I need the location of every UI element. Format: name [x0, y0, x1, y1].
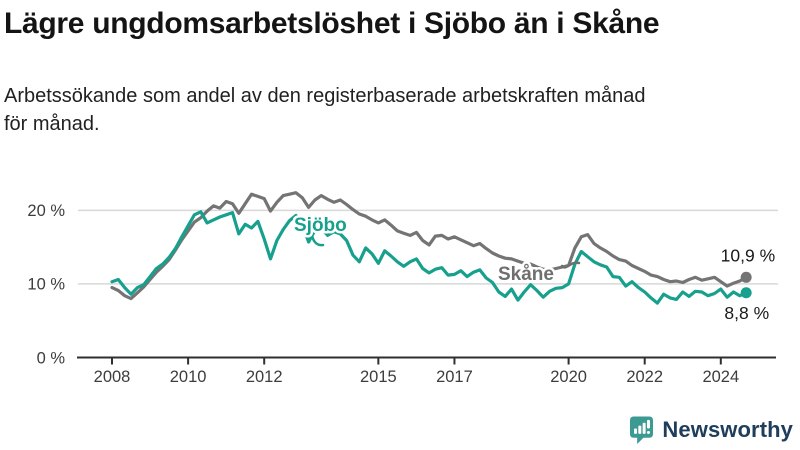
- sjobo-series-label: Sjöbo: [294, 215, 347, 236]
- y-tick-label: 0 %: [37, 349, 66, 367]
- youth-unemployment-line-chart: 0 % 10 % 20 % 2008 2010 2012 2015 2017 2020 2022…: [27, 191, 778, 386]
- y-tick-label: 20 %: [27, 202, 65, 220]
- skane-series-label: Skåne: [498, 264, 554, 285]
- x-tick-label: 2015: [360, 368, 397, 386]
- sjobo-endpoint-label: 8,8 %: [724, 303, 769, 323]
- sjobo-line: [110, 210, 748, 305]
- logo-exclamation-dot: [647, 430, 651, 434]
- x-tick-label: 2022: [626, 368, 663, 386]
- chart-subtitle: Arbetssökande som andel av den registerb…: [4, 82, 646, 138]
- endpoint-value-labels: 10,9 % 8,8 %: [721, 245, 775, 322]
- brand-name: Newsworthy: [662, 417, 793, 442]
- x-tick-label: 2012: [246, 368, 283, 386]
- logo-bar-small: [634, 428, 638, 434]
- chart-subtitle-line2: för månad.: [4, 113, 100, 135]
- sjobo-label-connector: [310, 231, 325, 247]
- skane-label-connector: [560, 261, 581, 269]
- x-tick-label: 2017: [436, 368, 473, 386]
- x-tick-label: 2008: [94, 368, 131, 386]
- chart-title: Lägre ungdomsarbetslöshet i Sjöbo än i S…: [4, 7, 660, 40]
- series-endpoint-dots: [740, 271, 752, 299]
- newsworthy-logo-icon: [630, 416, 654, 444]
- logo-exclamation-stem: [647, 419, 651, 429]
- skane-endpoint-dot: [740, 271, 752, 283]
- logo-bar-medium: [638, 425, 642, 434]
- sjobo-endpoint-dot: [740, 287, 752, 299]
- chart-subtitle-line1: Arbetssökande som andel av den registerb…: [4, 85, 646, 107]
- x-tick-label: 2024: [702, 368, 739, 386]
- brand-footer: Newsworthy: [629, 415, 793, 445]
- logo-bar-large: [643, 422, 647, 434]
- x-axis: 2008 2010 2012 2015 2017 2020 2022 2024: [77, 356, 776, 386]
- x-tick-label: 2020: [550, 368, 587, 386]
- y-tick-label: 10 %: [27, 276, 65, 294]
- y-axis-labels: 0 % 10 % 20 %: [27, 202, 65, 367]
- skane-endpoint-label: 10,9 %: [721, 245, 775, 265]
- skane-line: [110, 191, 748, 301]
- series-lines: [110, 191, 748, 305]
- series-labels: Skåne Sjöbo: [292, 213, 557, 288]
- gridlines: [78, 209, 778, 285]
- x-tick-label: 2010: [170, 368, 207, 386]
